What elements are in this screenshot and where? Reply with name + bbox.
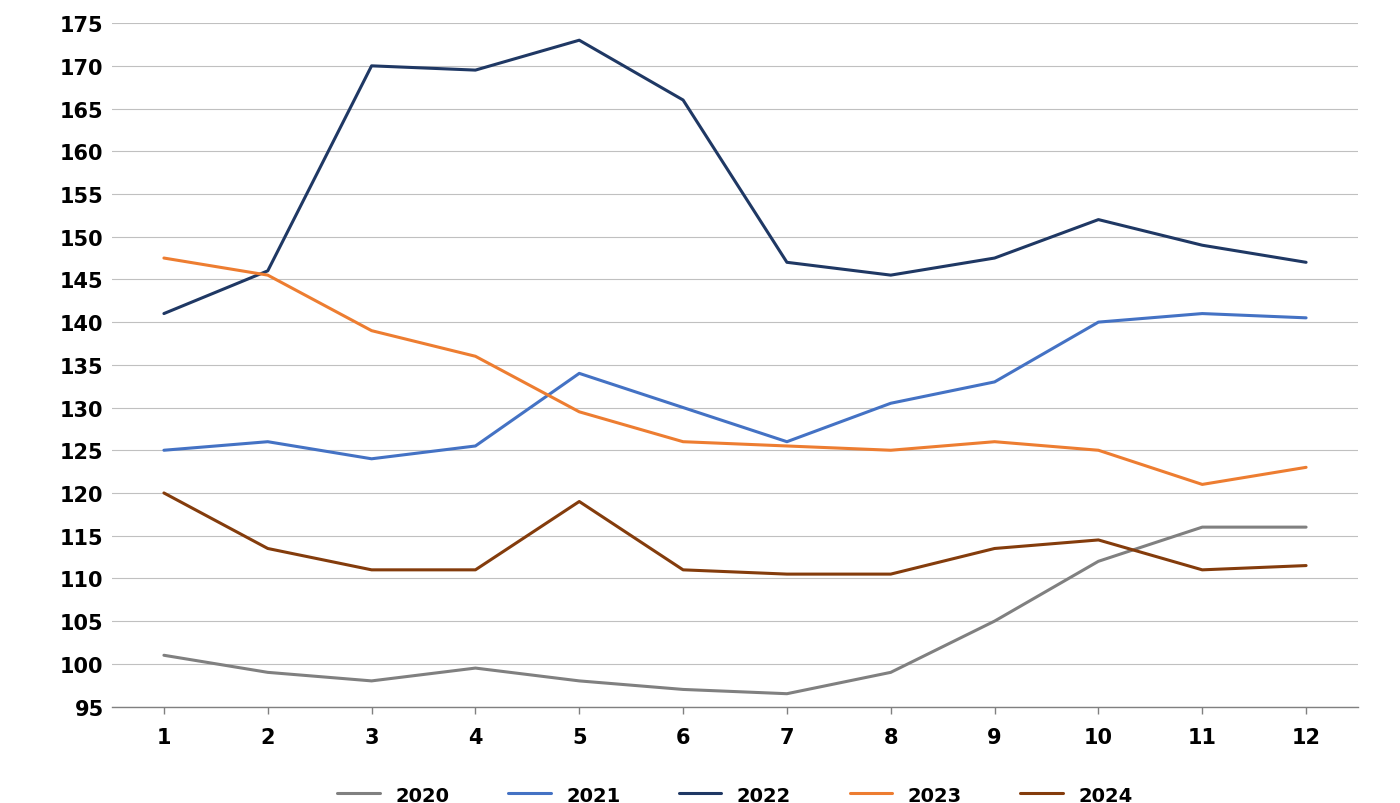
- Line: 2020: 2020: [164, 528, 1306, 694]
- 2022: [363, 62, 379, 71]
- 2023: [1298, 463, 1315, 472]
- 2022: [675, 96, 692, 106]
- 2020: [259, 667, 276, 677]
- 2022: [155, 309, 172, 319]
- Line: 2022: 2022: [164, 41, 1306, 314]
- 2023: [675, 438, 692, 447]
- 2020: [1194, 523, 1211, 532]
- 2022: [778, 259, 795, 268]
- 2023: [468, 352, 484, 361]
- 2024: [1091, 536, 1107, 545]
- 2020: [571, 676, 588, 686]
- 2020: [675, 685, 692, 695]
- 2022: [882, 271, 899, 280]
- 2022: [259, 267, 276, 276]
- Line: 2024: 2024: [164, 493, 1306, 574]
- 2021: [1194, 309, 1211, 319]
- 2024: [259, 544, 276, 553]
- 2020: [1091, 556, 1107, 566]
- 2021: [986, 377, 1002, 387]
- 2024: [155, 488, 172, 498]
- Line: 2023: 2023: [164, 259, 1306, 485]
- 2021: [363, 454, 379, 464]
- 2021: [468, 442, 484, 451]
- 2022: [1091, 215, 1107, 225]
- 2022: [468, 66, 484, 75]
- 2023: [571, 407, 588, 417]
- Line: 2021: 2021: [164, 314, 1306, 459]
- 2024: [986, 544, 1002, 553]
- 2024: [1298, 561, 1315, 571]
- 2021: [259, 438, 276, 447]
- 2020: [778, 689, 795, 699]
- 2021: [1091, 318, 1107, 328]
- 2023: [778, 442, 795, 451]
- Legend: 2020, 2021, 2022, 2023, 2024: 2020, 2021, 2022, 2023, 2024: [329, 778, 1141, 803]
- 2023: [363, 326, 379, 336]
- 2024: [778, 569, 795, 579]
- 2024: [675, 565, 692, 575]
- 2020: [882, 667, 899, 677]
- 2021: [571, 369, 588, 379]
- 2022: [986, 254, 1002, 263]
- 2023: [1194, 480, 1211, 490]
- 2023: [882, 446, 899, 455]
- 2023: [986, 438, 1002, 447]
- 2024: [468, 565, 484, 575]
- 2021: [882, 399, 899, 409]
- 2021: [675, 403, 692, 413]
- 2022: [571, 36, 588, 46]
- 2022: [1298, 259, 1315, 268]
- 2020: [363, 676, 379, 686]
- 2020: [986, 617, 1002, 626]
- 2024: [882, 569, 899, 579]
- 2020: [155, 650, 172, 660]
- 2023: [1091, 446, 1107, 455]
- 2021: [1298, 314, 1315, 324]
- 2020: [468, 663, 484, 673]
- 2024: [571, 497, 588, 507]
- 2024: [363, 565, 379, 575]
- 2024: [1194, 565, 1211, 575]
- 2023: [155, 254, 172, 263]
- 2021: [778, 438, 795, 447]
- 2022: [1194, 241, 1211, 251]
- 2023: [259, 271, 276, 280]
- 2020: [1298, 523, 1315, 532]
- 2021: [155, 446, 172, 455]
